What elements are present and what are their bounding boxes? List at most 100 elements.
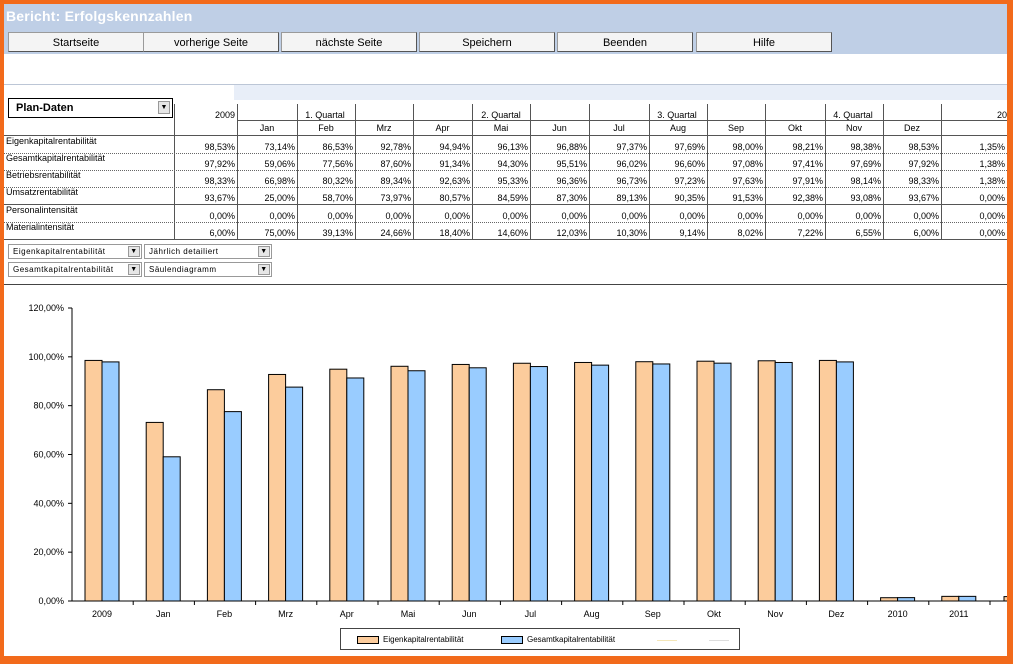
table-cell: 94,30%	[497, 159, 528, 169]
x-tick-label: Sep	[645, 609, 661, 619]
table-cell: 87,60%	[380, 159, 411, 169]
month-header: Apr	[435, 123, 450, 133]
month-header: Jul	[613, 123, 625, 133]
table-cell: 98,53%	[204, 142, 235, 152]
table-cell: 25,00%	[264, 193, 295, 203]
quarter-header: 1. Quartal	[305, 110, 345, 120]
bar-gesamtkapitalrentabilität	[529, 366, 548, 602]
chart-type-value: Säulendiagramm	[149, 265, 217, 274]
x-tick-label: 2010	[888, 609, 908, 619]
table-cell: 97,37%	[616, 142, 647, 152]
series1-dropdown[interactable]: Eigenkapitalrentabilität ▼	[8, 244, 142, 259]
table-cell: 93,67%	[908, 193, 939, 203]
month-header: Jun	[552, 123, 567, 133]
x-tick-label: Aug	[584, 609, 600, 619]
report-window: Bericht: Erfolgskennzahlen Startseite vor…	[4, 4, 1007, 656]
chevron-down-icon[interactable]: ▼	[128, 264, 140, 275]
bar-gesamtkapitalrentabilität	[223, 411, 242, 602]
table-cell: 96,36%	[556, 176, 587, 186]
chevron-down-icon[interactable]: ▼	[258, 264, 270, 275]
x-tick-label: 2011	[949, 609, 968, 619]
table-cell: 0,00%	[979, 193, 1005, 203]
data-source-dropdown[interactable]: Plan-Daten ▼	[8, 98, 173, 118]
chevron-down-icon[interactable]: ▼	[128, 246, 140, 257]
table-cell: 98,33%	[908, 176, 939, 186]
grid-vline	[530, 104, 531, 240]
table-cell: 24,66%	[380, 228, 411, 238]
nav-button-0[interactable]: Startseite	[8, 32, 144, 52]
nav-button-4[interactable]: Beenden	[557, 32, 693, 52]
table-cell: 84,59%	[497, 193, 528, 203]
table-cell: 59,06%	[264, 159, 295, 169]
nav-button-5[interactable]: Hilfe	[696, 32, 832, 52]
table-cell: 1,38%	[979, 159, 1005, 169]
chevron-down-icon[interactable]: ▼	[158, 101, 170, 114]
bar-eigenkapitalrentabilität	[635, 361, 654, 602]
table-cell: 75,00%	[264, 228, 295, 238]
table-cell: 0,00%	[737, 211, 763, 221]
table-cell: 12,03%	[556, 228, 587, 238]
bar-eigenkapitalrentabilität	[206, 389, 225, 602]
bar-eigenkapitalrentabilität	[145, 421, 164, 602]
x-tick-label: Apr	[340, 609, 354, 619]
quarter-band	[234, 85, 1007, 100]
table-cell: 6,00%	[209, 228, 235, 238]
grid-vline	[237, 104, 238, 240]
month-header: Aug	[669, 123, 686, 133]
bar-gesamtkapitalrentabilität	[835, 361, 854, 602]
series2-dropdown[interactable]: Gesamtkapitalrentabilität ▼	[8, 262, 142, 277]
bar-eigenkapitalrentabilität	[329, 368, 348, 602]
legend-swatch	[357, 635, 379, 644]
x-tick-label: Jan	[156, 609, 171, 619]
table-cell: 93,67%	[204, 193, 235, 203]
x-tick-label: Dez	[828, 609, 845, 619]
bar-eigenkapitalrentabilität	[512, 362, 531, 602]
bar-gesamtkapitalrentabilität	[652, 363, 671, 602]
table-cell: 10,30%	[616, 228, 647, 238]
grid-vline	[941, 104, 942, 240]
grid-vline	[355, 104, 356, 240]
table-cell: 92,38%	[792, 193, 823, 203]
nav-button-3[interactable]: Speichern	[419, 32, 555, 52]
quarter-header: 3. Quartal	[657, 110, 697, 120]
table-cell: 98,21%	[792, 142, 823, 152]
period-dropdown[interactable]: Jährlich detailiert ▼	[144, 244, 272, 259]
grid-hline	[4, 135, 1007, 136]
bar-eigenkapitalrentabilität	[941, 595, 960, 602]
year-header: 2009	[214, 110, 235, 120]
grid-vline	[707, 104, 708, 240]
table-cell: 9,14%	[679, 228, 705, 238]
period-value: Jährlich detailiert	[149, 247, 219, 256]
table-cell: 14,60%	[497, 228, 528, 238]
table-cell: 0,00%	[855, 211, 881, 221]
bar-eigenkapitalrentabilität	[818, 359, 837, 602]
table-cell: 98,38%	[850, 142, 881, 152]
table-cell: 58,70%	[322, 193, 353, 203]
bar-eigenkapitalrentabilität	[696, 360, 715, 602]
table-cell: 97,91%	[792, 176, 823, 186]
bar-gesamtkapitalrentabilität	[591, 364, 610, 602]
chart-type-dropdown[interactable]: Säulendiagramm ▼	[144, 262, 272, 277]
bar-gesamtkapitalrentabilität	[774, 361, 793, 602]
table-cell: 0,00%	[502, 211, 528, 221]
bar-gesamtkapitalrentabilität	[101, 361, 120, 602]
data-source-value: Plan-Daten	[16, 102, 74, 114]
nav-button-1[interactable]: vorherige Seite	[143, 32, 279, 52]
table-cell: 97,92%	[204, 159, 235, 169]
y-tick-label: 0,00%	[38, 596, 64, 606]
bar-gesamtkapitalrentabilität	[346, 377, 365, 602]
chevron-down-icon[interactable]: ▼	[258, 246, 270, 257]
grid-hline	[4, 204, 1007, 205]
table-cell: 98,33%	[204, 176, 235, 186]
table-cell: 96,73%	[616, 176, 647, 186]
y-tick-label: 120,00%	[28, 303, 64, 313]
grid-hline	[589, 120, 765, 121]
legend-label: Gesamtkapitalrentabilität	[527, 635, 616, 644]
row-label: Eigenkapitalrentabilität	[6, 136, 97, 146]
nav-button-2[interactable]: nächste Seite	[281, 32, 417, 52]
grid-vline	[174, 104, 175, 240]
row-label: Personalintensität	[6, 205, 78, 215]
row-dotted-line	[4, 170, 1007, 171]
grid-vline	[883, 104, 884, 240]
x-tick-label: Mrz	[278, 609, 293, 619]
